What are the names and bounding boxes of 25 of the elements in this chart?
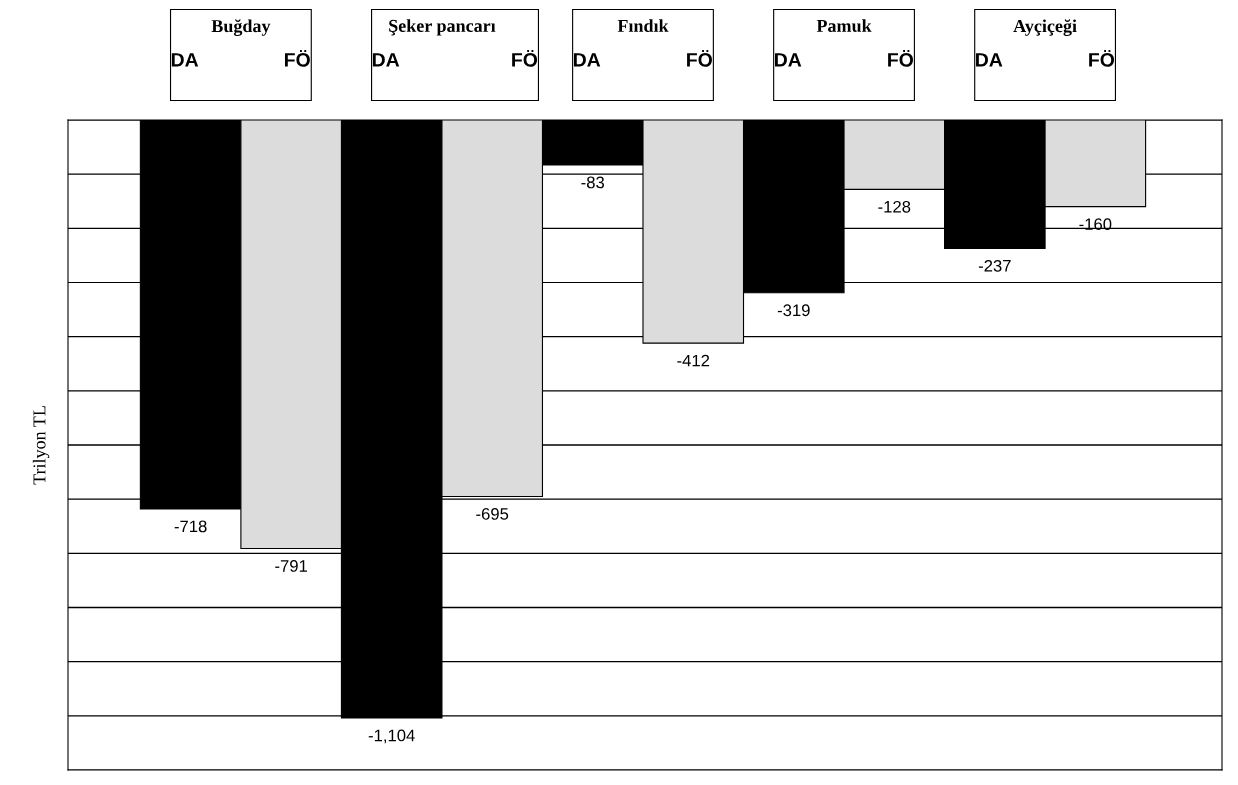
text: FÖ: [284, 49, 310, 67]
text: DA: [573, 53, 601, 67]
x-tick-label: Şeker pancarı: [389, 19, 496, 36]
x-tick-label: Fındık: [617, 19, 669, 32]
x-tick-label: Ayçiçeği: [1013, 19, 1077, 36]
text: DA: [775, 53, 802, 67]
data-label: -237: [978, 259, 1011, 272]
data-label: -412: [677, 354, 710, 367]
data-label: -791: [275, 560, 308, 572]
x-tick-label: Pamuk: [816, 19, 872, 32]
x-tick-label: Buğday: [211, 19, 271, 36]
text: FÖ: [512, 49, 538, 67]
text: FÖ: [687, 49, 712, 67]
text: DA: [171, 53, 199, 67]
data-label: -695: [476, 508, 509, 520]
data-label: -319: [777, 304, 810, 317]
data-label: -83: [581, 176, 605, 189]
data-label: -718: [174, 520, 207, 533]
text: FÖ: [888, 49, 914, 67]
data-label: -128: [878, 200, 911, 213]
data-label: -1,104: [368, 729, 415, 744]
text: FÖ: [1089, 49, 1115, 67]
y-axis-title: Trilyon TL: [32, 406, 50, 485]
text: DA: [976, 53, 1003, 67]
text: DA: [372, 53, 400, 67]
